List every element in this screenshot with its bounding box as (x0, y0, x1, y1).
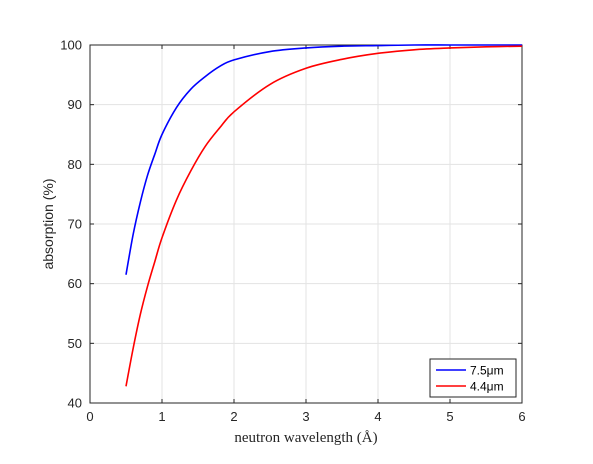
y-tick-label: 90 (68, 97, 82, 112)
legend-box (429, 358, 517, 398)
x-tick-label: 6 (518, 409, 525, 424)
y-tick-label: 50 (68, 336, 82, 351)
series-line-2 (125, 45, 523, 387)
grid-lines (89, 44, 523, 404)
x-tick-label: 1 (158, 409, 165, 424)
x-axis-title: neutron wavelength (Å) (234, 430, 377, 446)
legend: 7.5μm 4.4μm (429, 358, 517, 398)
x-tick-label: 0 (86, 409, 93, 424)
series-layer (125, 44, 523, 387)
legend-label: 7.5μm (470, 364, 504, 378)
y-axis-title: absorption (%) (40, 178, 56, 269)
y-tick-label: 40 (68, 396, 82, 411)
x-tick-label: 2 (230, 409, 237, 424)
x-tick-label: 3 (302, 409, 309, 424)
y-tick-label: 80 (68, 157, 82, 172)
y-tick-label: 70 (68, 217, 82, 232)
axis-ticks: 0 1 2 3 4 5 6 40 50 60 70 80 90 100 (60, 38, 525, 425)
x-tick-label: 5 (446, 409, 453, 424)
y-tick-label: 60 (68, 276, 82, 291)
legend-label: 4.4μm (470, 380, 504, 394)
x-tick-label: 4 (374, 409, 381, 424)
series-line-1 (125, 44, 522, 275)
y-tick-label: 100 (60, 38, 82, 53)
